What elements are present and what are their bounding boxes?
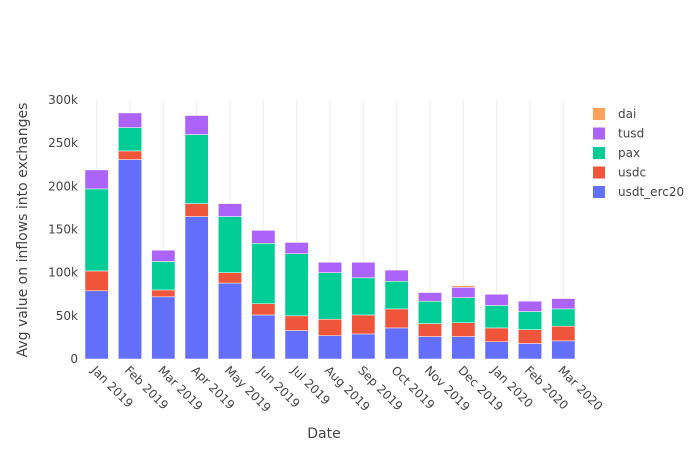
- bar-usdc[interactable]: [318, 319, 342, 336]
- bar-usdt_erc20[interactable]: [84, 290, 109, 360]
- legend-item-tusd[interactable]: tusd: [593, 127, 644, 141]
- bar-usdc[interactable]: [451, 322, 476, 337]
- bar-usdc[interactable]: [351, 314, 376, 335]
- bar-usdt_erc20[interactable]: [218, 282, 242, 360]
- y-tick-label: 150k: [48, 223, 78, 237]
- y-tick-label: 100k: [48, 266, 78, 280]
- bar-tusd[interactable]: [484, 294, 509, 306]
- bar-pax[interactable]: [351, 277, 376, 316]
- bar-tusd[interactable]: [151, 249, 176, 262]
- bar-pax[interactable]: [218, 216, 242, 273]
- bar-usdc[interactable]: [284, 315, 309, 331]
- y-tick-label: 250k: [48, 136, 78, 150]
- bar-usdc[interactable]: [384, 308, 409, 329]
- legend-item-pax[interactable]: pax: [593, 146, 640, 160]
- bar-pax[interactable]: [518, 311, 542, 330]
- bar-usdt_erc20[interactable]: [484, 341, 509, 360]
- bar-usdt_erc20[interactable]: [384, 327, 409, 360]
- bar-dai[interactable]: [451, 285, 476, 288]
- bar-usdc[interactable]: [184, 203, 209, 217]
- bar-tusd[interactable]: [218, 203, 242, 217]
- bar-usdc[interactable]: [418, 323, 442, 337]
- bar-usdt_erc20[interactable]: [151, 296, 176, 360]
- bars-layer: [84, 112, 576, 360]
- bar-usdc[interactable]: [251, 303, 276, 316]
- bar-usdc[interactable]: [551, 325, 576, 342]
- y-tick-label: 50k: [56, 309, 78, 323]
- legend-swatch: [593, 166, 605, 179]
- legend-item-dai[interactable]: dai: [593, 107, 636, 121]
- bar-usdt_erc20[interactable]: [118, 159, 142, 360]
- bar-pax[interactable]: [384, 281, 409, 310]
- legend-item-usdt_erc20[interactable]: usdt_erc20: [593, 185, 684, 199]
- bar-pax[interactable]: [418, 300, 442, 324]
- bar-tusd[interactable]: [551, 298, 576, 310]
- bar-usdt_erc20[interactable]: [284, 330, 309, 360]
- bar-tusd[interactable]: [184, 115, 209, 135]
- bar-usdt_erc20[interactable]: [318, 335, 342, 360]
- bar-tusd[interactable]: [284, 242, 309, 254]
- bar-tusd[interactable]: [318, 262, 342, 273]
- y-tick-label: 0: [70, 352, 78, 366]
- bar-usdt_erc20[interactable]: [351, 333, 376, 360]
- legend-item-usdc[interactable]: usdc: [593, 166, 646, 180]
- legend-swatch: [593, 186, 605, 198]
- bar-usdt_erc20[interactable]: [518, 343, 542, 360]
- bar-pax[interactable]: [484, 305, 509, 329]
- bar-pax[interactable]: [318, 272, 342, 320]
- bar-tusd[interactable]: [518, 300, 542, 312]
- bar-pax[interactable]: [184, 134, 209, 204]
- bar-usdt_erc20[interactable]: [251, 314, 276, 360]
- y-axis-title: Avg value on inflows into exchanges: [15, 103, 31, 358]
- bar-pax[interactable]: [151, 261, 176, 291]
- bar-usdt_erc20[interactable]: [184, 216, 209, 360]
- bar-usdc[interactable]: [218, 272, 242, 284]
- bar-usdc[interactable]: [518, 329, 542, 344]
- bar-tusd[interactable]: [451, 287, 476, 298]
- legend-label: dai: [618, 107, 636, 121]
- bar-usdt_erc20[interactable]: [418, 336, 442, 360]
- legend-label: usdt_erc20: [618, 185, 684, 199]
- bar-tusd[interactable]: [418, 292, 442, 302]
- legend-swatch: [593, 108, 605, 120]
- bar-pax[interactable]: [284, 253, 309, 317]
- x-axis-title: Date: [307, 426, 340, 442]
- bar-usdc[interactable]: [151, 289, 176, 298]
- bar-tusd[interactable]: [118, 112, 142, 128]
- legend-label: tusd: [618, 127, 644, 141]
- bar-pax[interactable]: [251, 243, 276, 304]
- legend-label: pax: [618, 146, 640, 160]
- bar-tusd[interactable]: [251, 230, 276, 244]
- bar-tusd[interactable]: [351, 262, 376, 279]
- bar-usdt_erc20[interactable]: [451, 336, 476, 360]
- bar-usdc[interactable]: [484, 327, 509, 342]
- bar-tusd[interactable]: [84, 169, 109, 190]
- bar-pax[interactable]: [551, 308, 576, 327]
- y-tick-label: 200k: [48, 179, 78, 193]
- bar-usdt_erc20[interactable]: [551, 340, 576, 360]
- legend: dai tusd pax usdc usdt_erc20: [593, 107, 684, 199]
- bar-pax[interactable]: [84, 188, 109, 272]
- bar-tusd[interactable]: [384, 269, 409, 282]
- legend-swatch: [593, 147, 605, 159]
- legend-label: usdc: [618, 166, 646, 180]
- bar-usdc[interactable]: [118, 150, 142, 160]
- y-axis: 0 50k 100k 150k 200k 250k 300k: [48, 93, 78, 366]
- legend-swatch: [593, 127, 605, 140]
- bar-pax[interactable]: [118, 127, 142, 152]
- bar-usdc[interactable]: [84, 270, 109, 292]
- y-tick-label: 300k: [48, 93, 78, 107]
- bar-pax[interactable]: [451, 297, 476, 323]
